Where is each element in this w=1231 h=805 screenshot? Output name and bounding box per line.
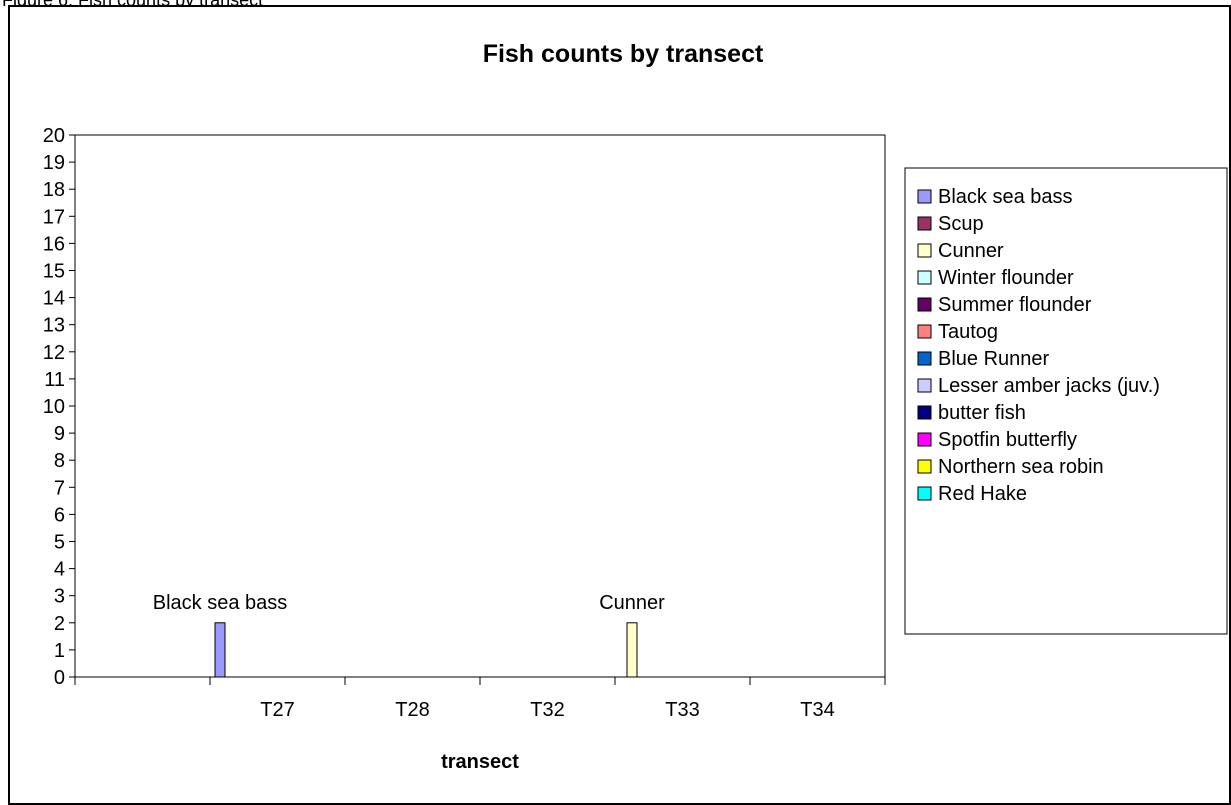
legend-swatch [917,432,932,447]
y-tick-label: 14 [43,288,65,310]
y-tick-label: 13 [43,315,65,337]
y-tick-label: 15 [43,261,65,283]
legend-swatch [917,216,932,231]
data-label: Black sea bass [153,592,288,614]
legend-swatch [917,486,932,501]
legend-label: Blue Runner [938,348,1050,370]
y-tick-label: 19 [43,152,65,174]
bars [214,622,638,678]
x-axis-title: transect [441,751,519,773]
bar [214,622,226,678]
legend-label: Cunner [938,240,1004,262]
y-tick-label: 2 [54,613,65,635]
y-tick-label: 6 [54,504,65,526]
legend-label: Tautog [938,321,998,343]
y-tick-label: 4 [54,559,65,581]
legend-swatch [917,189,932,204]
y-tick-label: 3 [54,586,65,608]
legend-label: Black sea bass [938,186,1073,208]
y-tick-label: 9 [54,423,65,445]
y-tick-label: 11 [44,369,65,391]
legend-items: Black sea bass Scup Cunner Winter flounder S… [917,186,1160,505]
y-tick-label: 10 [43,396,65,418]
legend-swatch [917,324,932,339]
legend-swatch [917,378,932,393]
legend-label: butter fish [938,402,1026,424]
legend-label: Spotfin butterfly [938,429,1077,451]
legend-swatch [917,297,932,312]
x-tick-label: T27 [260,699,294,721]
y-tick-label: 16 [43,233,65,255]
y-tick-label: 18 [43,179,65,201]
data-labels: Black sea bass Cunner [153,592,665,614]
x-tick-label: T32 [530,699,564,721]
data-label: Cunner [599,592,665,614]
legend-label: Scup [938,213,984,235]
legend-label: Lesser amber jacks (juv.) [938,375,1160,397]
plot-area [74,134,886,678]
legend-label: Northern sea robin [938,456,1104,478]
x-tick-label: T34 [800,699,834,721]
y-tick-label: 12 [43,342,65,364]
x-axis: T27 T28 T32 T33 T34 [74,677,886,721]
y-tick-label: 0 [54,667,65,689]
legend-swatch [917,405,932,420]
legend-label: Red Hake [938,483,1027,505]
legend-label: Winter flounder [938,267,1074,289]
y-tick-label: 7 [54,477,65,499]
legend [904,167,1228,635]
legend-swatch [917,459,932,474]
y-tick-label: 20 [43,125,65,147]
y-tick-label: 8 [54,450,65,472]
legend-swatch [917,270,932,285]
y-tick-label: 5 [54,532,65,554]
legend-label: Summer flounder [938,294,1092,316]
x-tick-label: T33 [665,699,699,721]
legend-swatch [917,243,932,258]
y-tick-label: 17 [43,206,65,228]
chart-title: Fish counts by transect [483,40,764,68]
legend-swatch [917,351,932,366]
y-tick-label: 1 [54,640,65,662]
x-tick-label: T28 [395,699,429,721]
bar [626,622,638,678]
